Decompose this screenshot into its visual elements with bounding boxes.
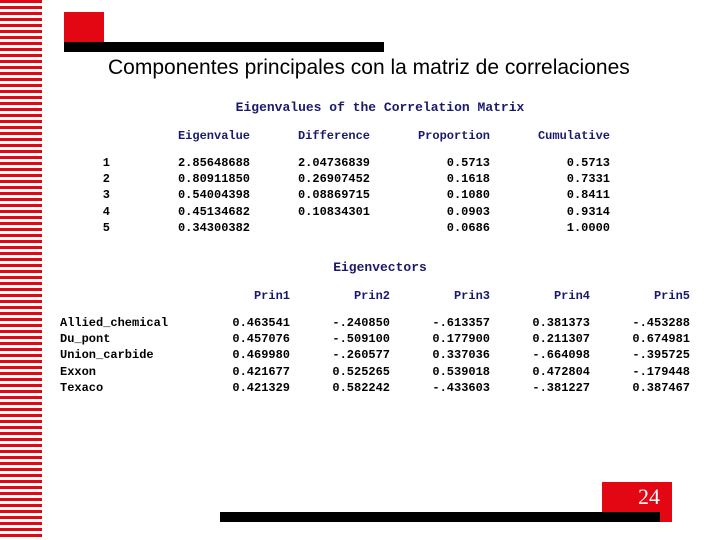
cell-prin2: -.240850 xyxy=(290,315,390,331)
row-label: Du_pont xyxy=(60,331,190,347)
row-index: 3 xyxy=(60,187,130,203)
eigenvalue-row: 12.856486882.047368390.57130.5713 xyxy=(60,155,700,171)
cell-eigenvalue: 0.45134682 xyxy=(130,204,250,220)
cell-prin1: 0.421329 xyxy=(190,380,290,396)
eigenvectors-header-row: Prin1 Prin2 Prin3 Prin4 Prin5 xyxy=(60,289,700,303)
title-black-bar xyxy=(64,42,384,52)
cell-eigenvalue: 0.34300382 xyxy=(130,220,250,236)
cell-prin1: 0.421677 xyxy=(190,364,290,380)
row-index: 4 xyxy=(60,204,130,220)
row-label: Allied_chemical xyxy=(60,315,190,331)
cell-prin5: -.453288 xyxy=(590,315,690,331)
cell-cumulative: 0.7331 xyxy=(490,171,610,187)
cell-prin4: -.664098 xyxy=(490,347,590,363)
col-difference: Difference xyxy=(250,129,370,143)
col-prin4: Prin4 xyxy=(490,289,590,303)
cell-eigenvalue: 0.54004398 xyxy=(130,187,250,203)
footer-black-bar xyxy=(220,512,660,522)
cell-cumulative: 0.9314 xyxy=(490,204,610,220)
cell-proportion: 0.1080 xyxy=(370,187,490,203)
cell-proportion: 0.0903 xyxy=(370,204,490,220)
cell-difference: 2.04736839 xyxy=(250,155,370,171)
col-eigenvalue: Eigenvalue xyxy=(130,129,250,143)
cell-prin1: 0.469980 xyxy=(190,347,290,363)
cell-prin1: 0.457076 xyxy=(190,331,290,347)
cell-prin3: 0.337036 xyxy=(390,347,490,363)
col-prin1: Prin1 xyxy=(190,289,290,303)
eigenvectors-title: Eigenvectors xyxy=(60,260,700,275)
eigenvalues-header-row: Eigenvalue Difference Proportion Cumulat… xyxy=(60,129,700,143)
col-prin5: Prin5 xyxy=(590,289,690,303)
cell-prin2: -.509100 xyxy=(290,331,390,347)
cell-cumulative: 0.5713 xyxy=(490,155,610,171)
cell-eigenvalue: 2.85648688 xyxy=(130,155,250,171)
cell-difference xyxy=(250,220,370,236)
eigenvector-row: Exxon0.4216770.5252650.5390180.472804-.1… xyxy=(60,364,700,380)
slide-title: Componentes principales con la matriz de… xyxy=(108,56,630,80)
cell-prin3: -.433603 xyxy=(390,380,490,396)
cell-prin2: 0.525265 xyxy=(290,364,390,380)
cell-prin4: 0.381373 xyxy=(490,315,590,331)
content-area: Eigenvalues of the Correlation Matrix Ei… xyxy=(60,100,700,396)
cell-prin5: 0.674981 xyxy=(590,331,690,347)
left-stripe-decoration xyxy=(0,0,42,540)
eigenvectors-table: Prin1 Prin2 Prin3 Prin4 Prin5 Allied_che… xyxy=(60,289,700,396)
cell-prin3: -.613357 xyxy=(390,315,490,331)
eigenvector-row: Allied_chemical0.463541-.240850-.6133570… xyxy=(60,315,700,331)
row-index: 5 xyxy=(60,220,130,236)
row-label: Exxon xyxy=(60,364,190,380)
eigenvector-row: Union_carbide0.469980-.2605770.337036-.6… xyxy=(60,347,700,363)
eigenvalue-row: 50.34300382 0.06861.0000 xyxy=(60,220,700,236)
eigenvalues-table: Eigenvalue Difference Proportion Cumulat… xyxy=(60,129,700,236)
cell-proportion: 0.1618 xyxy=(370,171,490,187)
cell-prin4: 0.472804 xyxy=(490,364,590,380)
col-prin2: Prin2 xyxy=(290,289,390,303)
cell-prin5: -.179448 xyxy=(590,364,690,380)
col-cumulative: Cumulative xyxy=(490,129,610,143)
cell-proportion: 0.0686 xyxy=(370,220,490,236)
cell-difference: 0.26907452 xyxy=(250,171,370,187)
eigenvector-row: Texaco0.4213290.582242-.433603-.3812270.… xyxy=(60,380,700,396)
row-label: Union_carbide xyxy=(60,347,190,363)
cell-prin4: -.381227 xyxy=(490,380,590,396)
col-prin3: Prin3 xyxy=(390,289,490,303)
row-index: 2 xyxy=(60,171,130,187)
row-label: Texaco xyxy=(60,380,190,396)
eigenvalues-title: Eigenvalues of the Correlation Matrix xyxy=(60,100,700,115)
cell-prin4: 0.211307 xyxy=(490,331,590,347)
eigenvalue-row: 40.451346820.108343010.09030.9314 xyxy=(60,204,700,220)
cell-difference: 0.08869715 xyxy=(250,187,370,203)
cell-proportion: 0.5713 xyxy=(370,155,490,171)
cell-difference: 0.10834301 xyxy=(250,204,370,220)
eigenvalue-row: 30.540043980.088697150.10800.8411 xyxy=(60,187,700,203)
eigenvector-row: Du_pont0.457076-.5091000.1779000.2113070… xyxy=(60,331,700,347)
cell-cumulative: 1.0000 xyxy=(490,220,610,236)
cell-prin2: 0.582242 xyxy=(290,380,390,396)
cell-prin2: -.260577 xyxy=(290,347,390,363)
cell-prin3: 0.177900 xyxy=(390,331,490,347)
cell-prin5: -.395725 xyxy=(590,347,690,363)
row-index: 1 xyxy=(60,155,130,171)
page-number: 24 xyxy=(638,484,660,510)
cell-prin3: 0.539018 xyxy=(390,364,490,380)
cell-eigenvalue: 0.80911850 xyxy=(130,171,250,187)
cell-prin5: 0.387467 xyxy=(590,380,690,396)
cell-prin1: 0.463541 xyxy=(190,315,290,331)
cell-cumulative: 0.8411 xyxy=(490,187,610,203)
col-proportion: Proportion xyxy=(370,129,490,143)
eigenvalue-row: 20.809118500.269074520.16180.7331 xyxy=(60,171,700,187)
